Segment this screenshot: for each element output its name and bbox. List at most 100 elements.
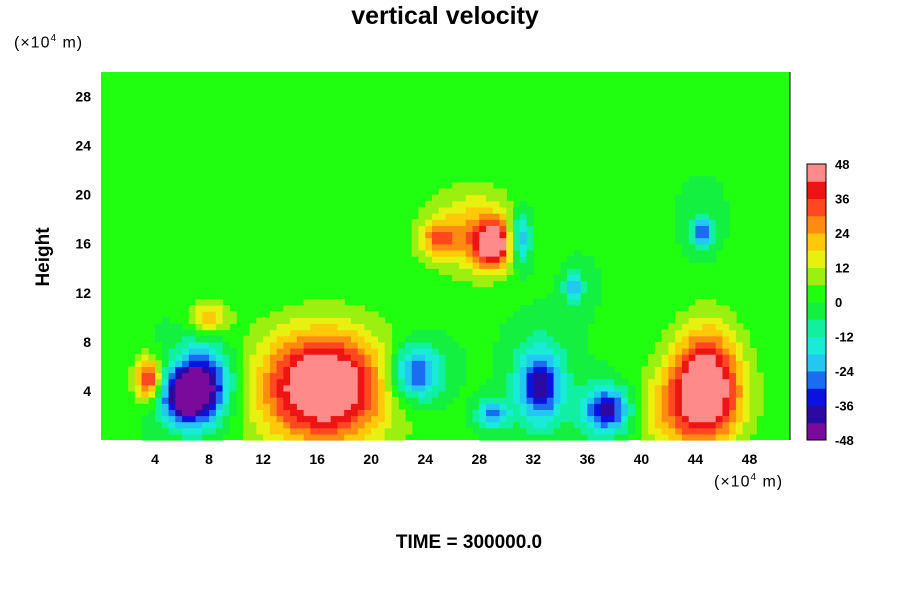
heatmap-cell	[742, 354, 751, 361]
heatmap-cell	[438, 219, 447, 226]
heatmap-cell	[459, 249, 467, 257]
heatmap-cell	[567, 409, 575, 417]
heatmap-cell	[681, 341, 690, 349]
heatmap-cell	[202, 409, 210, 417]
heatmap-cell	[452, 243, 460, 251]
heatmap-cell	[560, 390, 568, 398]
heatmap-cell	[492, 354, 501, 361]
heatmap-cell	[310, 305, 318, 312]
heatmap-cell	[580, 378, 588, 386]
heatmap-cell	[479, 256, 487, 263]
heatmap-cell	[371, 360, 379, 367]
heatmap-cell	[540, 305, 548, 312]
heatmap-cell	[614, 397, 622, 404]
heatmap-cell	[526, 403, 534, 410]
heatmap-cell	[729, 341, 737, 349]
heatmap-cell	[702, 200, 710, 208]
y-tick-label: 20	[75, 187, 91, 203]
heatmap-cell	[526, 415, 534, 423]
heatmap-cell	[600, 409, 609, 417]
heatmap-cell	[553, 274, 561, 282]
heatmap-cell	[188, 360, 197, 367]
heatmap-cell	[668, 433, 676, 441]
heatmap-cell	[459, 268, 467, 275]
heatmap-cell	[323, 409, 332, 417]
heatmap-cell	[560, 298, 568, 306]
heatmap-cell	[553, 372, 561, 380]
heatmap-cell	[209, 390, 217, 398]
heatmap-cell	[141, 427, 149, 435]
heatmap-cell	[283, 409, 291, 417]
heatmap-cell	[357, 341, 366, 349]
heatmap-cell	[195, 335, 203, 343]
heatmap-cell	[242, 427, 251, 435]
heatmap-cell	[249, 341, 257, 349]
heatmap-cell	[580, 335, 588, 343]
heatmap-cell	[202, 311, 210, 318]
heatmap-cell	[249, 329, 257, 337]
heatmap-cell	[337, 341, 345, 349]
heatmap-cell	[519, 311, 528, 318]
heatmap-cell	[587, 256, 595, 263]
heatmap-cell	[168, 421, 176, 429]
heatmap-cell	[560, 378, 568, 386]
heatmap-cell	[290, 433, 298, 441]
heatmap-cell	[573, 421, 582, 429]
heatmap-cell	[323, 341, 332, 349]
heatmap-cell	[472, 268, 480, 275]
heatmap-cell	[269, 354, 278, 361]
heatmap-cell	[222, 384, 230, 392]
heatmap-cell	[540, 354, 548, 361]
heatmap-cell	[175, 378, 183, 386]
heatmap-cell	[418, 249, 426, 257]
heatmap-cell	[357, 323, 366, 331]
heatmap-cell	[404, 421, 413, 429]
heatmap-cell	[364, 427, 372, 435]
heatmap-cell	[296, 421, 305, 429]
heatmap-cell	[506, 335, 514, 343]
heatmap-cell	[465, 403, 474, 410]
heatmap-cell	[580, 286, 588, 294]
heatmap-cell	[229, 390, 237, 398]
heatmap-cell	[202, 323, 210, 331]
heatmap-cell	[715, 366, 724, 374]
heatmap-cell	[587, 274, 595, 282]
heatmap-cell	[371, 335, 379, 343]
heatmap-cell	[431, 206, 440, 214]
heatmap-cell	[499, 427, 507, 435]
heatmap-cell	[553, 378, 561, 386]
heatmap-cell	[513, 329, 521, 337]
heatmap-cell	[310, 335, 318, 343]
heatmap-cell	[702, 372, 710, 380]
heatmap-cell	[560, 268, 568, 275]
heatmap-cell	[668, 397, 676, 404]
heatmap-cell	[303, 390, 311, 398]
heatmap-cell	[526, 372, 534, 380]
heatmap-cell	[708, 182, 717, 190]
heatmap-cell	[283, 403, 291, 410]
heatmap-cell	[418, 206, 426, 214]
heatmap-cell	[479, 433, 487, 441]
heatmap-cell	[344, 329, 352, 337]
heatmap-cell	[188, 366, 197, 374]
heatmap-cell	[357, 311, 366, 318]
heatmap-cell	[317, 341, 325, 349]
heatmap-cell	[621, 421, 629, 429]
heatmap-cell	[573, 354, 582, 361]
heatmap-cell	[641, 409, 649, 417]
heatmap-cell	[526, 433, 534, 441]
heatmap-cell	[128, 372, 136, 380]
heatmap-cell	[560, 348, 568, 355]
heatmap-cell	[357, 403, 366, 410]
heatmap-cell	[722, 397, 730, 404]
heatmap-cell	[648, 421, 656, 429]
heatmap-cell	[303, 372, 311, 380]
heatmap-cell	[344, 348, 352, 355]
heatmap-cell	[715, 403, 724, 410]
heatmap-cell	[283, 317, 291, 325]
heatmap-cell	[459, 200, 467, 208]
heatmap-cell	[182, 372, 190, 380]
heatmap-cell	[323, 298, 332, 306]
heatmap-cell	[438, 213, 447, 220]
heatmap-cell	[708, 213, 717, 220]
